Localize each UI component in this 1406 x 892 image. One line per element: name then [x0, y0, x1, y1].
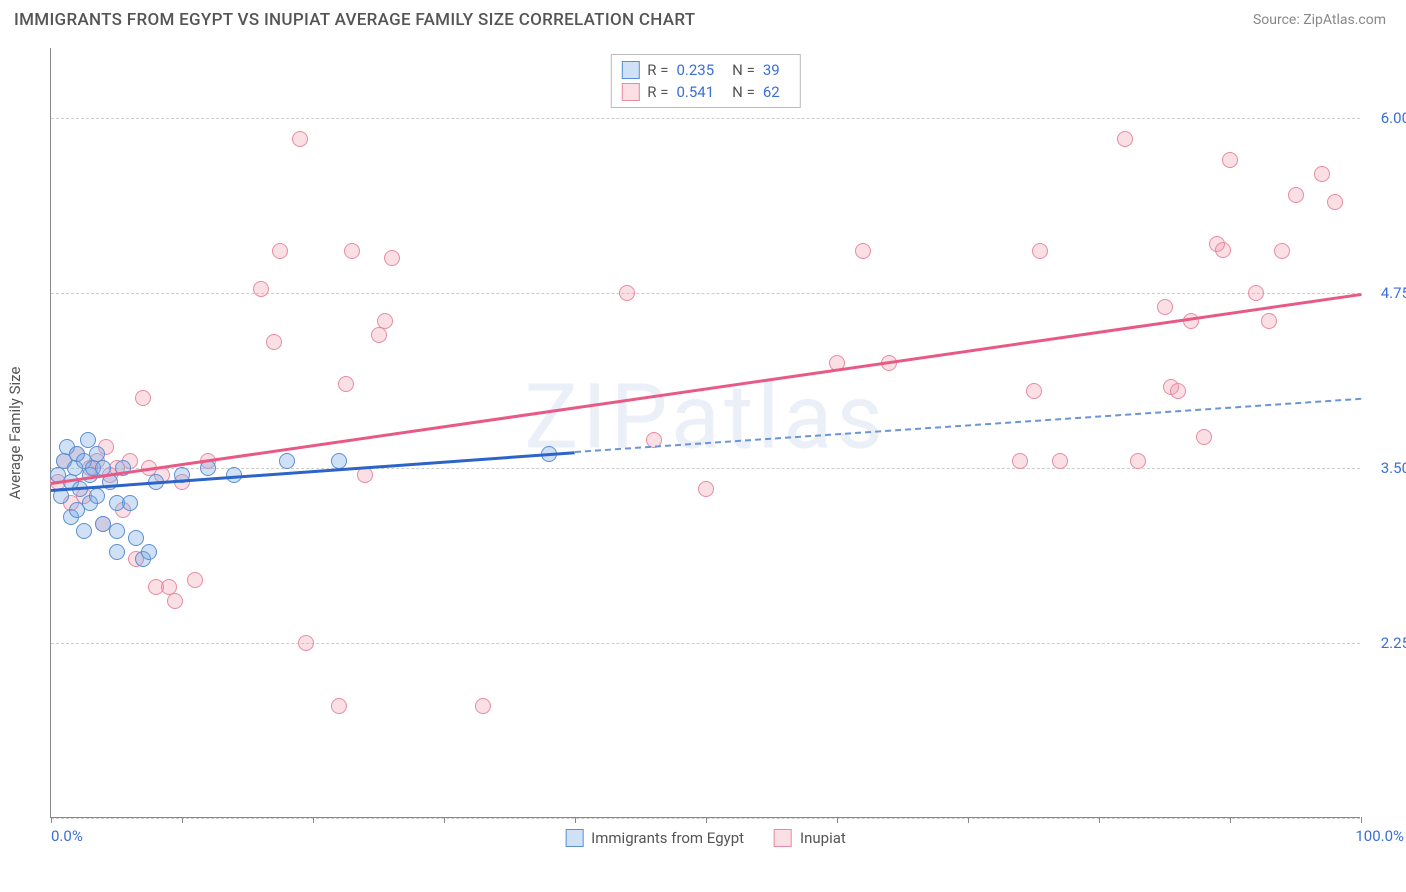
chart-header: IMMIGRANTS FROM EGYPT VS INUPIAT AVERAGE…	[0, 0, 1406, 34]
y-axis-title: Average Family Size	[6, 366, 24, 499]
scatter-point	[135, 390, 151, 406]
scatter-point	[128, 530, 144, 546]
legend-swatch-a-icon	[565, 829, 583, 847]
scatter-point	[1248, 285, 1264, 301]
scatter-point	[76, 523, 92, 539]
x-tick	[182, 817, 183, 823]
scatter-point	[1012, 453, 1028, 469]
chart-source: Source: ZipAtlas.com	[1253, 12, 1386, 28]
y-tick-label: 6.00	[1366, 109, 1406, 127]
legend-item-series-b: Inupiat	[774, 829, 846, 847]
legend-label-a: Immigrants from Egypt	[591, 829, 744, 847]
scatter-point	[377, 313, 393, 329]
scatter-point	[1117, 131, 1133, 147]
chart-title: IMMIGRANTS FROM EGYPT VS INUPIAT AVERAGE…	[14, 10, 695, 30]
scatter-point	[109, 523, 125, 539]
x-tick	[837, 817, 838, 823]
scatter-point	[141, 544, 157, 560]
legend-swatch-b-icon	[774, 829, 792, 847]
scatter-point	[1261, 313, 1277, 329]
legend-item-series-a: Immigrants from Egypt	[565, 829, 744, 847]
scatter-point	[619, 285, 635, 301]
scatter-point	[272, 243, 288, 259]
n-value-a: 39	[763, 61, 780, 79]
scatter-point	[109, 544, 125, 560]
x-tick	[1230, 817, 1231, 823]
scatter-point	[1288, 187, 1304, 203]
x-tick	[313, 817, 314, 823]
y-tick-label: 2.25	[1366, 634, 1406, 652]
scatter-point	[298, 635, 314, 651]
scatter-point	[698, 481, 714, 497]
x-tick	[51, 817, 52, 823]
scatter-point	[167, 593, 183, 609]
gridline	[51, 293, 1360, 294]
scatter-point	[89, 488, 105, 504]
scatter-point	[1032, 243, 1048, 259]
scatter-point	[357, 467, 373, 483]
trend-line	[575, 398, 1361, 453]
scatter-point	[1222, 152, 1238, 168]
n-label: N =	[732, 83, 755, 101]
swatch-series-b-icon	[621, 83, 639, 101]
y-tick-label: 3.50	[1366, 459, 1406, 477]
scatter-point	[1157, 299, 1173, 315]
gridline	[51, 643, 1360, 644]
x-axis-max-label: 100.0%	[1355, 827, 1404, 845]
scatter-point	[1274, 243, 1290, 259]
scatter-point	[1327, 194, 1343, 210]
n-value-b: 62	[763, 83, 780, 101]
scatter-point	[1215, 242, 1231, 258]
r-label: R =	[647, 83, 668, 101]
r-label: R =	[647, 61, 668, 79]
scatter-point	[331, 698, 347, 714]
scatter-point	[266, 334, 282, 350]
r-value-b: 0.541	[676, 83, 714, 101]
gridline	[51, 118, 1360, 119]
scatter-point	[331, 453, 347, 469]
r-value-a: 0.235	[676, 61, 714, 79]
chart-plot-area: ZIPatlas 2.253.504.756.00 0.0% 100.0% Av…	[50, 48, 1360, 818]
x-tick	[706, 817, 707, 823]
scatter-point	[187, 572, 203, 588]
scatter-point	[475, 698, 491, 714]
scatter-point	[1170, 383, 1186, 399]
swatch-series-a-icon	[621, 61, 639, 79]
scatter-point	[292, 131, 308, 147]
scatter-point	[855, 243, 871, 259]
n-label: N =	[732, 61, 755, 79]
stats-row-series-b: R = 0.541 N = 62	[621, 81, 789, 103]
scatter-point	[122, 495, 138, 511]
x-tick	[1099, 817, 1100, 823]
gridline	[51, 468, 1360, 469]
stats-row-series-a: R = 0.235 N = 39	[621, 59, 789, 81]
legend-label-b: Inupiat	[800, 829, 846, 847]
scatter-point	[384, 250, 400, 266]
scatter-point	[371, 327, 387, 343]
x-tick	[968, 817, 969, 823]
chart-legend: Immigrants from Egypt Inupiat	[565, 829, 846, 847]
scatter-point	[1183, 313, 1199, 329]
x-tick	[444, 817, 445, 823]
x-tick	[1361, 817, 1362, 823]
watermark-text: ZIPatlas	[524, 365, 886, 470]
scatter-point	[1026, 383, 1042, 399]
x-axis-min-label: 0.0%	[51, 827, 83, 845]
scatter-point	[1314, 166, 1330, 182]
scatter-point	[1196, 429, 1212, 445]
correlation-stats-box: R = 0.235 N = 39 R = 0.541 N = 62	[610, 54, 800, 108]
scatter-point	[338, 376, 354, 392]
y-tick-label: 4.75	[1366, 284, 1406, 302]
scatter-point	[344, 243, 360, 259]
scatter-point	[279, 453, 295, 469]
scatter-point	[1130, 453, 1146, 469]
scatter-point	[1052, 453, 1068, 469]
x-tick	[575, 817, 576, 823]
scatter-point	[253, 281, 269, 297]
